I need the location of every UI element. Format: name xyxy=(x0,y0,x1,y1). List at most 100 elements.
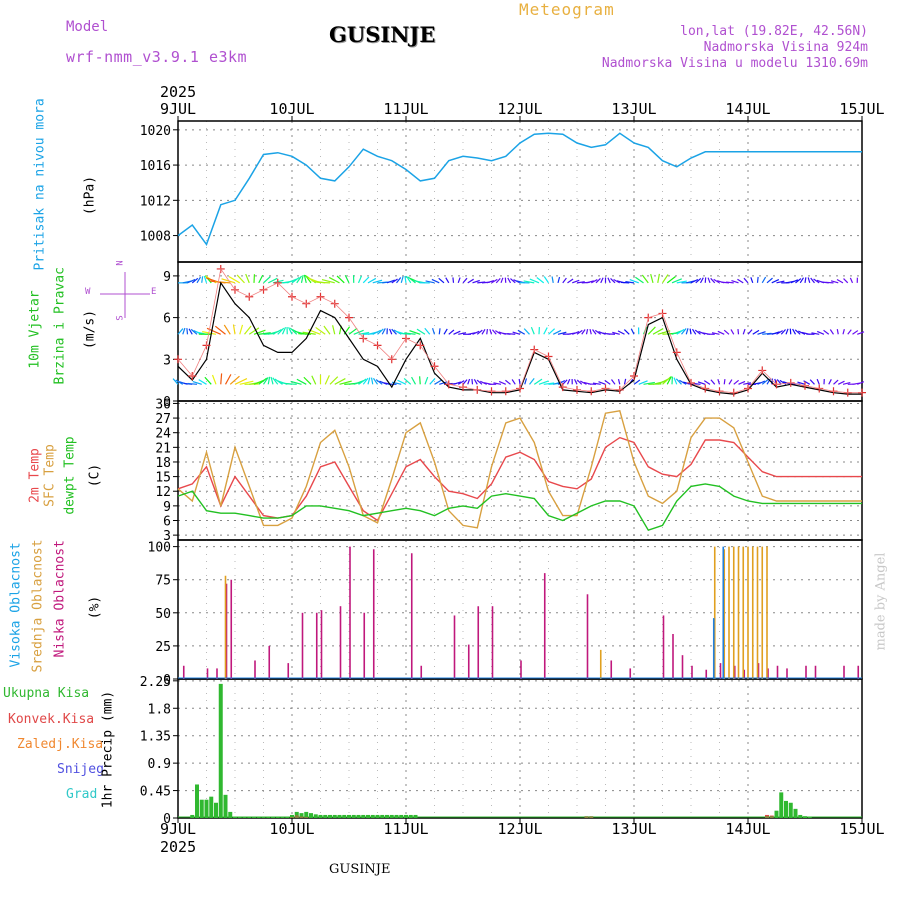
precip-label-frozen: Zaledj.Kisa xyxy=(17,737,104,752)
wind-arrow xyxy=(695,277,702,284)
wind-arrow xyxy=(445,277,450,284)
precip-bar xyxy=(413,814,418,818)
wind-arrow xyxy=(399,332,411,335)
wind-arrow xyxy=(223,324,231,335)
precip-label-conv: Konvek.Kisa xyxy=(8,712,95,727)
wind-arrow xyxy=(473,379,478,385)
y-tick-label: 50 xyxy=(155,607,171,622)
wind-arrow xyxy=(728,379,733,385)
wind-arrow xyxy=(493,382,502,385)
wind-arrow xyxy=(690,278,699,284)
wind-arrow xyxy=(529,278,540,284)
wind-arrow xyxy=(799,277,805,284)
precip-bar xyxy=(408,814,413,818)
wind-arrow xyxy=(495,277,501,284)
wind-arrow xyxy=(723,329,730,335)
precip-bar xyxy=(195,784,199,818)
wind-arrow xyxy=(358,378,367,385)
wind-arrow xyxy=(236,274,245,284)
wind-speed-line xyxy=(177,281,862,395)
wind-arrow xyxy=(511,379,516,385)
wind-arrow xyxy=(852,330,859,335)
wind-arrow xyxy=(807,277,811,284)
wind-arrow xyxy=(400,276,404,284)
wind-arrow xyxy=(267,277,278,284)
wind-arrow xyxy=(258,274,264,284)
precip-bar xyxy=(275,817,280,818)
wind-arrow xyxy=(253,329,266,335)
wind-arrow xyxy=(204,376,212,385)
wind-arrow xyxy=(691,328,697,335)
temp-label-sfc: SFC Temp xyxy=(42,444,58,507)
wind-arrow xyxy=(457,277,461,284)
wind-arrow xyxy=(377,328,384,335)
wind-arrow xyxy=(849,277,854,284)
precip-bar xyxy=(370,814,375,818)
wind-arrow xyxy=(277,327,285,335)
wind-arrow xyxy=(529,378,535,385)
wind-arrow xyxy=(823,329,830,335)
wind-arrow xyxy=(698,330,706,335)
wind-arrow xyxy=(567,278,574,284)
wind-arrow xyxy=(743,382,751,385)
wind-arrow xyxy=(491,329,497,335)
wind-arrow xyxy=(738,380,746,385)
wind-arrow xyxy=(737,278,744,284)
precip-bar xyxy=(247,817,252,818)
wind-arrow xyxy=(657,273,660,283)
wind-arrow xyxy=(837,380,845,385)
wind-arrow xyxy=(543,276,549,284)
wind-arrow xyxy=(825,281,834,284)
wind-gust-line xyxy=(177,267,862,394)
wind-arrow xyxy=(391,278,398,284)
wind-arrow xyxy=(389,328,393,335)
y-tick-label: 18 xyxy=(155,456,171,471)
y-tick-label: 0 xyxy=(163,812,171,827)
wind-arrow xyxy=(699,277,704,284)
precip-unit: 1hr Precip (mm) xyxy=(100,690,116,809)
wind-arrow xyxy=(419,376,421,385)
wind-arrow xyxy=(576,379,583,385)
wind-arrow xyxy=(723,379,726,385)
wind-arrow xyxy=(296,275,303,284)
wind-arrow xyxy=(635,276,644,284)
wind-arrow xyxy=(676,280,687,284)
wind-arrow xyxy=(685,328,689,335)
precip-bar xyxy=(218,683,223,818)
wind-arrow xyxy=(666,376,672,385)
wind-arrow xyxy=(828,379,832,385)
precip-bar xyxy=(356,814,361,818)
wind-arrow xyxy=(557,380,566,385)
wind-arrow xyxy=(662,376,671,385)
y-tick-label: 3 xyxy=(163,529,171,544)
wind-arrow xyxy=(557,331,567,335)
wind-arrow xyxy=(523,280,535,284)
wind-arrow xyxy=(453,381,462,385)
wind-arrow xyxy=(481,329,486,335)
wind-arrow xyxy=(491,278,498,284)
panel-frame-cloud xyxy=(177,539,863,680)
wind-arrow xyxy=(757,331,766,335)
precip-bar xyxy=(190,814,195,818)
wind-arrow xyxy=(505,379,511,385)
wind-arrow xyxy=(375,379,383,385)
precip-label-hail: Grad xyxy=(66,787,98,802)
wind-arrow xyxy=(641,274,649,284)
pressure-line xyxy=(177,132,862,246)
wind-arrow xyxy=(780,329,786,335)
wind-arrow xyxy=(424,376,429,385)
wind-arrow xyxy=(300,275,304,283)
precip-bar xyxy=(237,817,242,818)
wind-arrow xyxy=(757,380,766,385)
wind-unit: (m/s) xyxy=(82,309,98,350)
wind-arrow xyxy=(617,330,625,335)
wind-arrow xyxy=(258,332,271,335)
y-tick-label: 100 xyxy=(148,541,171,556)
wind-arrow xyxy=(357,275,363,284)
wind-arrow xyxy=(574,379,578,385)
wind-arrow xyxy=(500,277,504,284)
wind-arrow xyxy=(304,274,312,284)
precip-bar xyxy=(223,794,228,818)
wind-arrow xyxy=(543,327,548,335)
wind-arrow xyxy=(592,329,597,335)
